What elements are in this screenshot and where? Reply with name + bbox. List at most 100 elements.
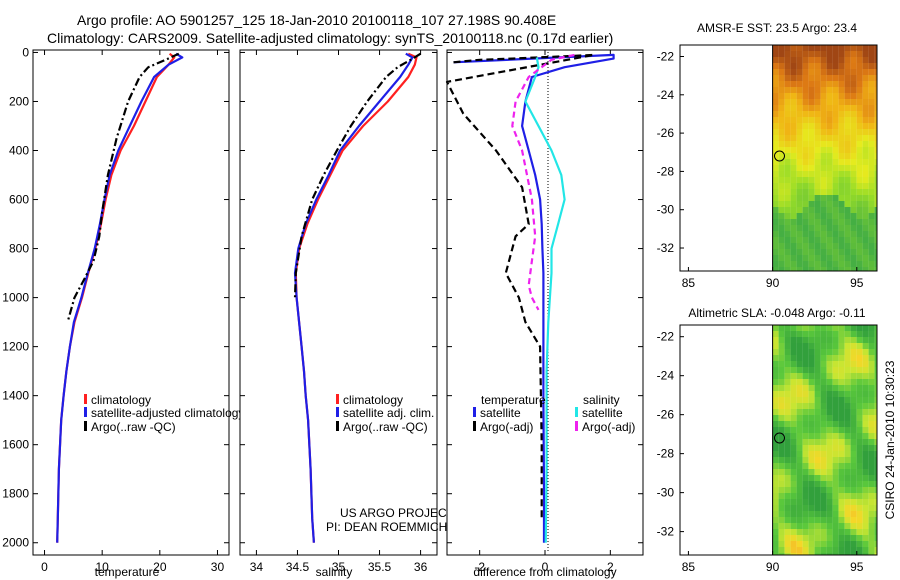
heatmap-cell — [850, 403, 857, 409]
y-tick-label: 200 — [9, 94, 29, 108]
heatmap-cell — [844, 99, 851, 105]
heatmap-cell — [778, 517, 785, 523]
heatmap-cell — [874, 237, 877, 243]
heatmap-cell — [844, 391, 851, 397]
heatmap-cell — [802, 261, 809, 267]
heatmap-cell — [808, 391, 815, 397]
heatmap-cell — [814, 213, 821, 219]
heatmap-cell — [772, 93, 779, 99]
heatmap-cell — [856, 75, 863, 81]
heatmap-cell — [862, 207, 869, 213]
heatmap-cell — [838, 343, 845, 349]
heatmap-cell — [874, 499, 877, 505]
heatmap-cell — [778, 255, 785, 261]
y-tick-label: 1800 — [2, 487, 29, 501]
heatmap-cell — [862, 481, 869, 487]
heatmap-cell — [862, 469, 869, 475]
heatmap-cell — [778, 81, 785, 87]
legend-label-argo: Argo(..raw -QC) — [343, 420, 428, 434]
heatmap-cell — [784, 505, 791, 511]
heatmap-cell — [874, 445, 877, 451]
heatmap-cell — [826, 81, 833, 87]
legend-label-sal-argo: Argo(-adj) — [582, 420, 635, 434]
heatmap-cell — [802, 505, 809, 511]
heatmap-cell — [850, 201, 857, 207]
heatmap-cell — [832, 451, 839, 457]
heatmap-cell — [844, 415, 851, 421]
heatmap-cell — [826, 361, 833, 367]
heatmap-cell — [790, 427, 797, 433]
heatmap-cell — [832, 225, 839, 231]
heatmap-cell — [838, 523, 845, 529]
heatmap-cell — [808, 349, 815, 355]
heatmap-cell — [832, 69, 839, 75]
heatmap-cell — [868, 153, 875, 159]
y-tick-label: 1400 — [2, 389, 29, 403]
legend-title-temperature: temperature — [481, 393, 546, 407]
heatmap-cell — [778, 469, 785, 475]
heatmap-cell — [874, 171, 877, 177]
heatmap-cell — [850, 261, 857, 267]
heatmap-cell — [856, 373, 863, 379]
heatmap-cell — [862, 379, 869, 385]
heatmap-cell — [856, 451, 863, 457]
salinity-panel: 34 34.5 35 35.5 36 salinity climatology sate… — [239, 49, 455, 579]
heatmap-cell — [832, 361, 839, 367]
heatmap-cell — [796, 547, 803, 553]
x-tick-label: 0 — [542, 560, 549, 574]
temperature-legend: climatology satellite-adjusted climatolo… — [84, 393, 244, 434]
heatmap-cell — [826, 343, 833, 349]
heatmap-cell — [808, 505, 815, 511]
heatmap-cell — [802, 117, 809, 123]
heatmap-cell — [778, 343, 785, 349]
heatmap-cell — [790, 343, 797, 349]
heatmap-cell — [868, 189, 875, 195]
heatmap-cell — [850, 165, 857, 171]
heatmap-cell — [814, 523, 821, 529]
heatmap-cell — [808, 135, 815, 141]
heatmap-cell — [832, 337, 839, 343]
heatmap-cell — [838, 261, 845, 267]
heatmap-cell — [826, 201, 833, 207]
heatmap-cell — [772, 153, 779, 159]
heatmap-cell — [838, 409, 845, 415]
heatmap-cell — [784, 207, 791, 213]
heatmap-cell — [802, 349, 809, 355]
heatmap-cell — [790, 499, 797, 505]
heatmap-cell — [814, 243, 821, 249]
heatmap-cell — [796, 517, 803, 523]
heatmap-cell — [772, 129, 779, 135]
y-tick-label: -32 — [657, 525, 675, 539]
heatmap-cell — [778, 427, 785, 433]
heatmap-cell — [844, 433, 851, 439]
heatmap-cell — [790, 409, 797, 415]
heatmap-cell — [826, 535, 833, 541]
heatmap-cell — [862, 165, 869, 171]
heatmap-cell — [874, 367, 877, 373]
heatmap-cell — [874, 93, 877, 99]
heatmap-cell — [868, 45, 875, 51]
heatmap-cell — [814, 129, 821, 135]
heatmap-cell — [832, 189, 839, 195]
heatmap-cell — [778, 349, 785, 355]
heatmap-cell — [862, 409, 869, 415]
heatmap-cell — [796, 237, 803, 243]
heatmap-cell — [826, 45, 833, 51]
heatmap-cell — [874, 63, 877, 69]
heatmap-cell — [790, 487, 797, 493]
heatmap-cell — [814, 135, 821, 141]
heatmap-cell — [844, 135, 851, 141]
heatmap-cell — [850, 255, 857, 261]
heatmap-cell — [862, 123, 869, 129]
heatmap-cell — [814, 111, 821, 117]
heatmap-cell — [790, 159, 797, 165]
heatmap-cell — [826, 87, 833, 93]
heatmap-cell — [814, 457, 821, 463]
heatmap-cell — [820, 105, 827, 111]
heatmap-cell — [856, 141, 863, 147]
heatmap-cell — [808, 147, 815, 153]
heatmap-cell — [778, 331, 785, 337]
heatmap-cell — [844, 379, 851, 385]
heatmap-cell — [826, 141, 833, 147]
heatmap-cell — [826, 511, 833, 517]
